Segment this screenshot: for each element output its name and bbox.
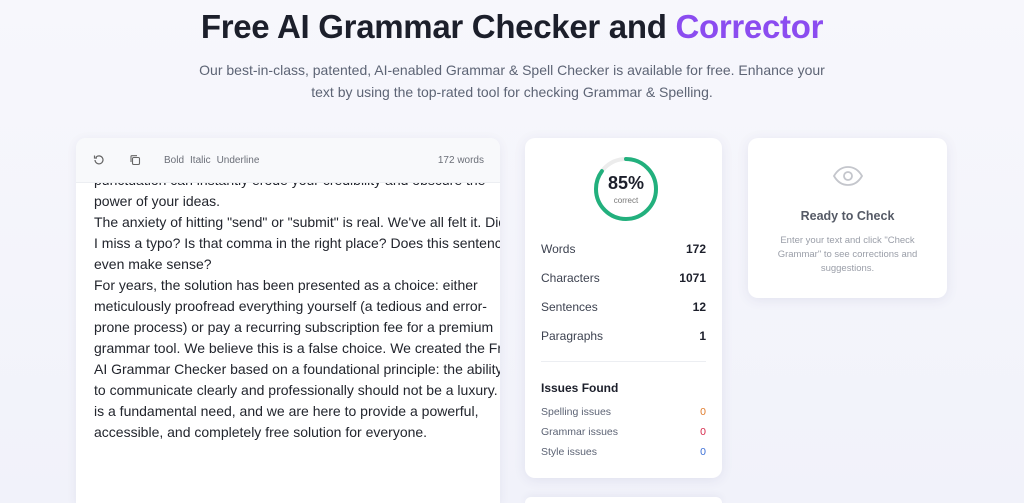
copy-icon[interactable] — [128, 153, 142, 167]
issue-style: Style issues 0 — [541, 446, 706, 458]
text-line: grammar tool. We believe this is a false… — [94, 340, 500, 356]
underline-button[interactable]: Underline — [216, 154, 260, 166]
italic-button[interactable]: Italic — [190, 154, 211, 166]
ready-card: Ready to Check Enter your text and click… — [748, 138, 947, 298]
divider — [541, 361, 706, 362]
text-line: prone process) or pay a recurring subscr… — [94, 319, 494, 335]
text-line: to communicate clearly and professionall… — [94, 382, 500, 398]
score-ring: 85% correct — [593, 156, 659, 222]
text-input[interactable]: punctuation can instantly erode your cre… — [76, 183, 500, 503]
editor-toolbar: Bold Italic Underline 172 words — [76, 138, 500, 183]
score-label: correct — [613, 196, 639, 205]
text-line: The anxiety of hitting "send" or "submit… — [94, 214, 500, 230]
page-title: Free AI Grammar Checker and Corrector — [200, 8, 824, 45]
issue-spelling: Spelling issues 0 — [541, 406, 706, 418]
bold-button[interactable]: Bold — [164, 154, 185, 166]
text-line: punctuation can instantly erode your cre… — [94, 183, 496, 191]
text-line: power of your ideas. — [94, 193, 221, 209]
score-arc — [594, 157, 658, 221]
stat-characters: Characters 1071 — [541, 271, 706, 285]
text-line: For years, the solution has been present… — [94, 277, 478, 293]
word-count: 172 words — [437, 154, 484, 166]
undo-icon[interactable] — [92, 153, 106, 167]
editor-card: Bold Italic Underline 172 words punctuat… — [76, 138, 500, 503]
ready-text: Enter your text and click "Check Grammar… — [777, 235, 918, 274]
title-accent: Corrector — [675, 8, 824, 45]
text-line: even make sense? — [94, 256, 212, 272]
issue-grammar: Grammar issues 0 — [541, 426, 706, 438]
text-line: AI Grammar Checker based on a foundation… — [94, 361, 500, 377]
text-line: meticulously proofread everything yourse… — [94, 298, 487, 314]
next-card — [525, 497, 722, 503]
text-line: is a fundamental need, and we are here t… — [94, 403, 479, 419]
stat-paragraphs: Paragraphs 1 — [541, 329, 706, 343]
issues-title: Issues Found — [541, 381, 619, 395]
ready-title: Ready to Check — [800, 209, 895, 223]
page-subtitle: Our best-in-class, patented, AI-enabled … — [199, 62, 825, 100]
text-line: I miss a typo? Is that comma in the righ… — [94, 235, 500, 251]
stat-sentences: Sentences 12 — [541, 300, 706, 314]
text-line: accessible, and completely free solution… — [94, 424, 428, 440]
stat-words: Words 172 — [541, 242, 706, 256]
stats-card: 85% correct Words 172 Characters 1071 Sent… — [525, 138, 722, 478]
eye-icon — [832, 164, 864, 193]
score-percent: 85% — [607, 173, 645, 193]
